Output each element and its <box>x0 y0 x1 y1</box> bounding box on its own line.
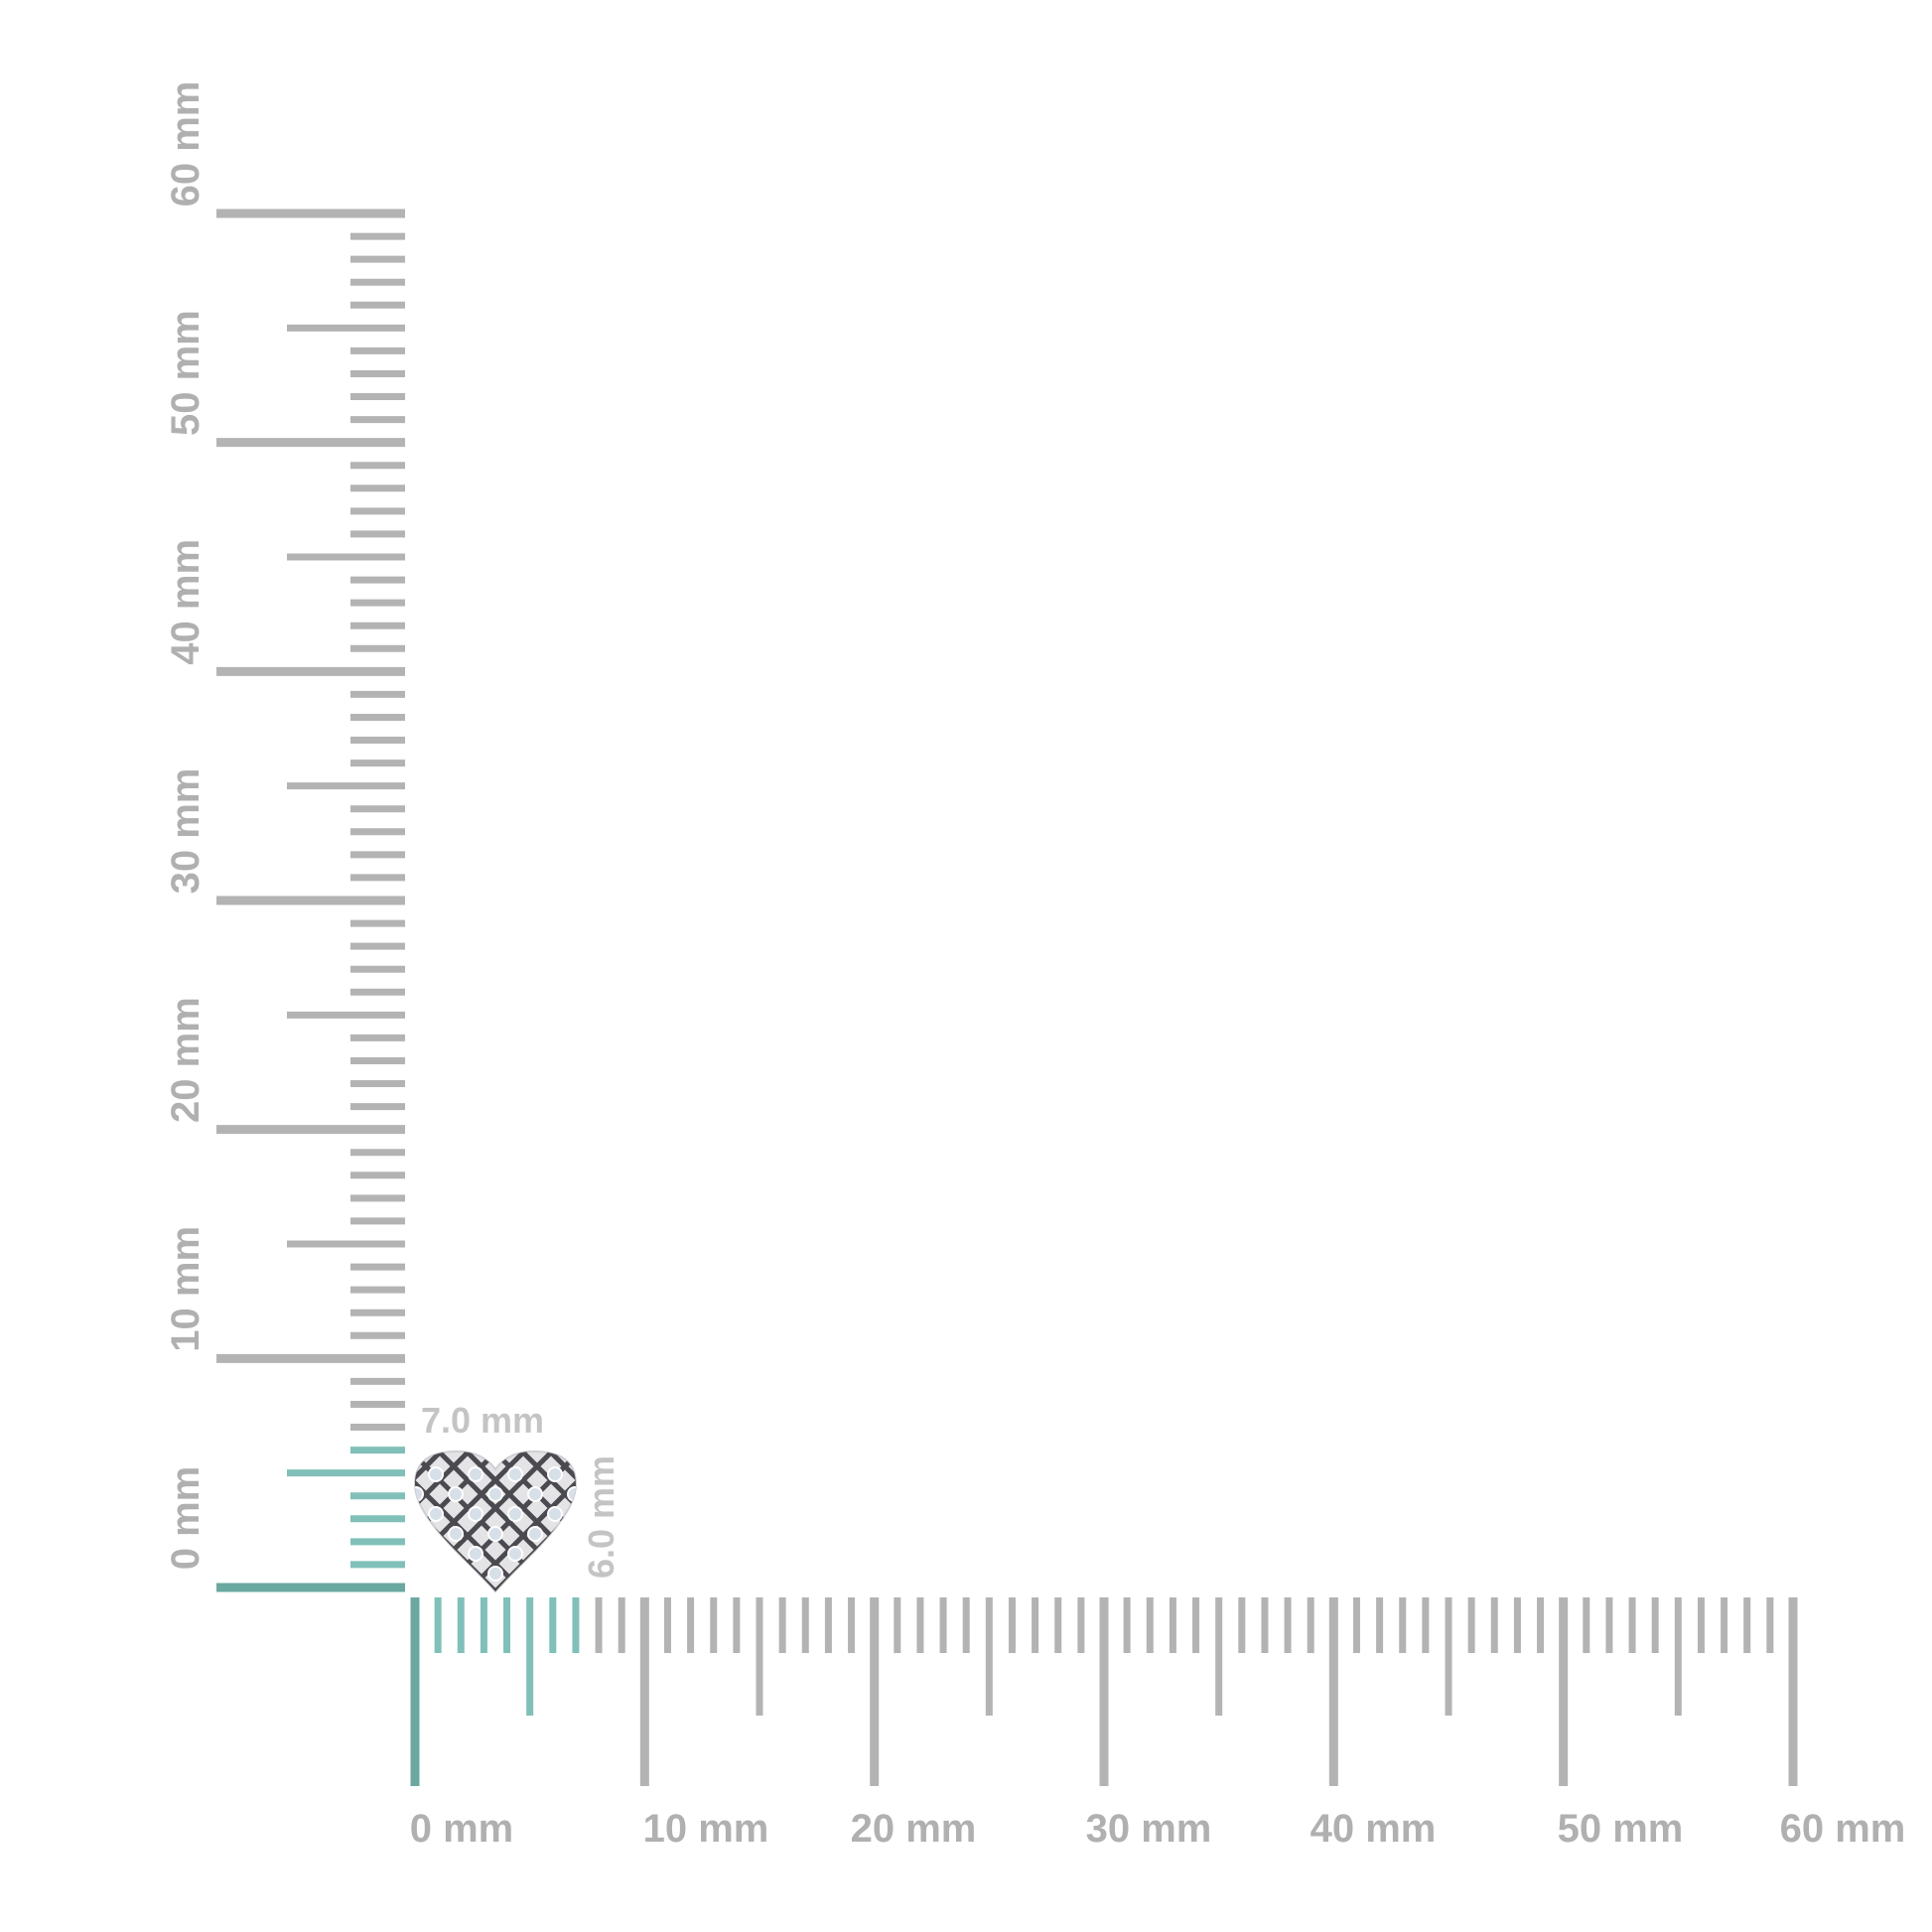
lattice-line <box>415 1451 573 1591</box>
h-tick-label: 20 mm <box>851 1807 977 1851</box>
diamond-stone <box>448 1526 464 1542</box>
v-tick-label: 20 mm <box>164 997 207 1123</box>
lattice-line <box>415 1451 576 1591</box>
h-tick-label: 0 mm <box>410 1807 514 1851</box>
diamond-stone <box>448 1486 464 1502</box>
h-tick-label: 10 mm <box>643 1807 769 1851</box>
v-tick-label: 30 mm <box>164 768 207 895</box>
lattice-line <box>501 1451 576 1591</box>
diamond-stone <box>507 1546 523 1562</box>
lattice-line <box>415 1451 517 1591</box>
diamond-stone <box>487 1486 503 1502</box>
h-tick-label: 50 mm <box>1558 1807 1684 1851</box>
diamond-stone <box>547 1466 563 1482</box>
h-tick-label: 40 mm <box>1311 1807 1437 1851</box>
diamond-stone <box>428 1506 444 1522</box>
lattice-line <box>446 1451 576 1591</box>
v-tick-label: 60 mm <box>164 81 207 207</box>
lattice-line <box>415 1451 545 1591</box>
h-tick-label: 30 mm <box>1086 1807 1212 1851</box>
v-tick-label: 10 mm <box>164 1226 207 1352</box>
lattice-line <box>415 1451 576 1591</box>
diamond-stone <box>507 1506 523 1522</box>
lattice-line <box>415 1451 489 1591</box>
v-tick-label: 50 mm <box>164 310 207 436</box>
diamond-stone <box>468 1506 483 1522</box>
diamond-stone <box>527 1526 543 1542</box>
diamond-stone <box>468 1466 483 1482</box>
lattice-line <box>474 1451 576 1591</box>
diamond-stone <box>468 1546 483 1562</box>
diamond-stone <box>547 1506 563 1522</box>
width-dimension-label: 7.0 mm <box>421 1400 544 1441</box>
h-tick-label: 60 mm <box>1780 1807 1906 1851</box>
diamond-stone <box>527 1486 543 1502</box>
lattice-line <box>415 1451 576 1591</box>
diamond-stone <box>487 1526 503 1542</box>
diamond-stone <box>507 1466 523 1482</box>
height-dimension-label: 6.0 mm <box>581 1455 621 1579</box>
v-tick-label: 40 mm <box>164 539 207 665</box>
lattice-line <box>415 1451 576 1591</box>
diamond-stone <box>487 1566 503 1582</box>
lattice-line <box>418 1451 576 1591</box>
diamond-stone <box>428 1466 444 1482</box>
v-tick-label: 0 mm <box>164 1466 207 1571</box>
